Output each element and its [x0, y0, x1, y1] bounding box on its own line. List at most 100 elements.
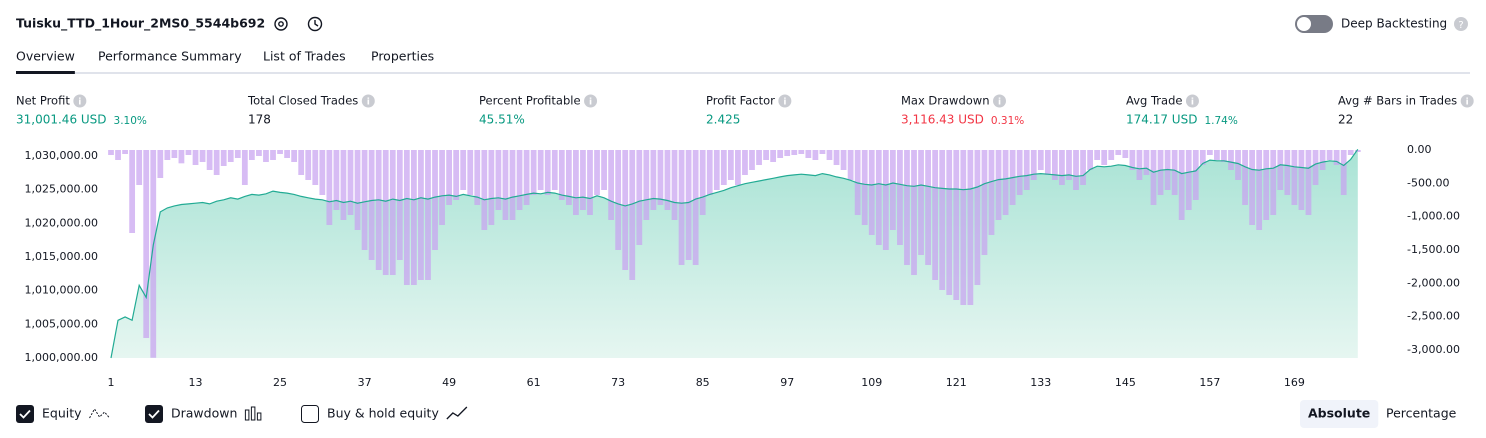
legend: Equity Drawdown Buy & hold equity Absolute P… [16, 400, 1457, 428]
metric-label: Avg Trade [1126, 94, 1182, 108]
checkbox[interactable] [16, 405, 34, 423]
drawdown-bar [1037, 150, 1044, 170]
metric-sub: 1.74% [1204, 115, 1237, 127]
y-tick-label: 1,010,000.00 [25, 284, 98, 297]
settings-icon[interactable] [274, 17, 288, 31]
drawdown-bar [220, 150, 227, 166]
x-tick-label: 1 [108, 376, 115, 389]
drawdown-bar [819, 150, 826, 154]
legend-label: Drawdown [171, 406, 237, 421]
drawdown-bar [361, 150, 368, 250]
y2-tick-label: -1,500.00 [1407, 243, 1460, 256]
drawdown-bar [537, 150, 544, 190]
metric-label: Avg # Bars in Trades [1338, 94, 1457, 108]
drawdown-bar [227, 150, 234, 162]
info-icon[interactable] [361, 94, 375, 108]
info-icon[interactable] [993, 94, 1006, 108]
drawdown-bar [727, 150, 734, 180]
drawdown-bar [312, 150, 319, 185]
drawdown-bar [1291, 150, 1298, 205]
drawdown-bar [157, 150, 164, 178]
drawdown-bar [1256, 150, 1263, 230]
drawdown-bar [763, 150, 769, 160]
drawdown-bar [953, 150, 960, 300]
y-tick-label: 1,025,000.00 [25, 183, 98, 196]
buyhold-icon [446, 406, 468, 420]
drawdown-bar [742, 150, 748, 175]
drawdown-bar [164, 150, 171, 160]
drawdown-bar [389, 150, 396, 275]
drawdown-bar [904, 150, 910, 265]
drawdown-bar [657, 150, 664, 205]
mode-button[interactable]: Absolute [1308, 406, 1370, 421]
info-icon[interactable] [1460, 94, 1474, 108]
x-tick-label: 37 [358, 376, 372, 389]
checkbox[interactable] [301, 405, 319, 423]
drawdown-bar [1150, 150, 1157, 205]
info-icon[interactable] [1185, 94, 1199, 108]
drawdown-bar [1094, 150, 1101, 160]
mode-button[interactable]: Percentage [1386, 406, 1457, 421]
drawdown-bar [382, 150, 389, 275]
drawdown-bar [213, 150, 220, 175]
drawdown-bar [488, 150, 495, 225]
drawdown-bar [248, 150, 255, 160]
mode-active-bg [1300, 400, 1379, 428]
drawdown-bar [882, 150, 889, 250]
replay-icon[interactable] [307, 16, 323, 32]
drawdown-bar [319, 150, 326, 195]
drawdown-bar [636, 150, 643, 245]
x-tick-label: 145 [1115, 376, 1136, 389]
drawdown-bar [108, 150, 114, 155]
drawdown-bar [967, 150, 974, 305]
x-tick-label: 133 [1030, 376, 1051, 389]
help-icon[interactable]: ? [1454, 17, 1468, 31]
x-tick-label: 25 [273, 376, 287, 389]
checkmark [148, 409, 160, 419]
drawdown-bar [749, 150, 755, 170]
tab[interactable]: Properties [371, 49, 434, 64]
drawdown-bar [375, 150, 382, 270]
drawdown-bar [1115, 150, 1122, 155]
drawdown-bar [812, 150, 819, 160]
drawdown-bar [1263, 150, 1270, 220]
y2-tick-label: 0.00 [1407, 143, 1432, 156]
drawdown-bar [939, 150, 946, 290]
drawdown-bar [171, 150, 178, 158]
tab[interactable]: Performance Summary [98, 49, 242, 64]
checkbox[interactable] [145, 405, 163, 423]
tab[interactable]: Overview [16, 49, 75, 64]
drawdown-bar [192, 150, 199, 165]
info-icon[interactable] [584, 94, 598, 108]
x-tick-label: 97 [780, 376, 794, 389]
x-tick-label: 169 [1284, 376, 1305, 389]
drawdown-bar [298, 150, 305, 175]
metric-sub: 3.10% [114, 115, 147, 127]
drawdown-bar [1002, 150, 1009, 215]
info-i: i [367, 98, 370, 108]
metric-label: Net Profit [16, 94, 70, 108]
info-icon[interactable] [778, 94, 792, 108]
drawdown-bar [932, 150, 939, 280]
metric-label: Profit Factor [706, 94, 775, 108]
info-i: i [78, 98, 81, 108]
drawdown-bar [1171, 150, 1178, 195]
drawdown-bar [516, 150, 523, 210]
drawdown-bar [847, 150, 854, 180]
drawdown-bar [1129, 150, 1136, 170]
info-icon[interactable] [73, 94, 87, 108]
equity-area [111, 149, 1358, 358]
drawdown-icon [244, 409, 250, 421]
drawdown-bar [551, 150, 558, 190]
drawdown-bar [115, 150, 121, 160]
drawdown-bar [509, 150, 516, 220]
tab[interactable]: List of Trades [263, 49, 346, 64]
drawdown-bar [925, 150, 931, 265]
drawdown-bar [1136, 150, 1143, 180]
drawdown-bar [418, 150, 424, 280]
drawdown-bar [284, 150, 290, 158]
drawdown-bar [178, 150, 185, 164]
drawdown-bar [396, 150, 403, 260]
drawdown-bar [615, 150, 622, 250]
drawdown-bar [1108, 150, 1115, 160]
